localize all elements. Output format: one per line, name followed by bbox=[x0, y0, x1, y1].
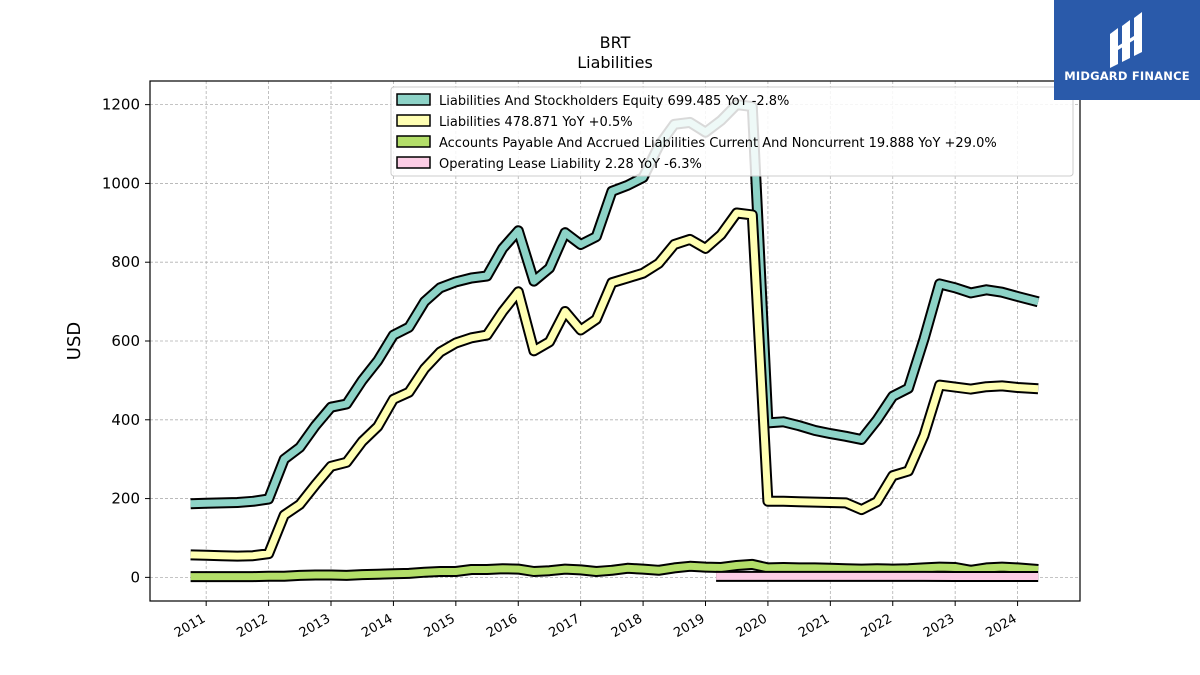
x-tick-label: 2021 bbox=[796, 611, 832, 641]
x-tick-label: 2014 bbox=[359, 611, 395, 641]
legend-swatch bbox=[396, 93, 431, 106]
y-tick-label: 0 bbox=[130, 568, 140, 586]
y-tick-label: 800 bbox=[111, 253, 140, 271]
series-0 bbox=[190, 99, 1040, 510]
y-axis: 0 200 400 600 800 1000 1200 bbox=[102, 96, 150, 586]
y-tick-label: 200 bbox=[111, 490, 140, 508]
x-axis: 2011 2012 2013 2014 2015 2016 2017 2018 2019 2020… bbox=[172, 601, 1020, 641]
x-tick-label: 2013 bbox=[297, 611, 333, 641]
legend-entry: Liabilities And Stockholders Equity 699.… bbox=[439, 94, 789, 109]
legend-entry: Liabilities 478.871 YoY +0.5% bbox=[439, 115, 633, 130]
y-tick-label: 600 bbox=[111, 332, 140, 350]
series-lines bbox=[190, 99, 1040, 583]
legend-swatch bbox=[396, 114, 431, 127]
logo-text: MIDGARD FINANCE bbox=[1064, 69, 1190, 83]
series-line bbox=[190, 209, 1039, 560]
x-tick-label: 2019 bbox=[671, 611, 707, 641]
y-tick-label: 1200 bbox=[102, 96, 140, 114]
legend: Liabilities And Stockholders Equity 699.… bbox=[390, 86, 1074, 177]
chart-subtitle: Liabilities bbox=[577, 53, 653, 72]
brand-logo: MIDGARD FINANCE bbox=[1054, 0, 1200, 100]
x-tick-label: 2012 bbox=[234, 611, 270, 641]
legend-entry: Operating Lease Liability 2.28 YoY -6.3% bbox=[439, 157, 702, 172]
series-line bbox=[190, 560, 1039, 581]
x-tick-label: 2018 bbox=[609, 611, 645, 641]
legend-entry: Accounts Payable And Accrued Liabilities… bbox=[439, 136, 997, 151]
legend-box bbox=[390, 86, 1074, 177]
x-tick-label: 2015 bbox=[422, 611, 458, 641]
chart-title: BRT bbox=[600, 33, 631, 52]
legend-swatch bbox=[396, 135, 431, 148]
x-tick-label: 2016 bbox=[484, 611, 520, 641]
y-tick-label: 1000 bbox=[102, 174, 140, 192]
x-tick-label: 2023 bbox=[921, 611, 957, 641]
series-2 bbox=[190, 558, 1039, 583]
y-tick-label: 400 bbox=[111, 411, 140, 429]
x-tick-label: 2011 bbox=[172, 611, 208, 641]
y-axis-label: USD bbox=[64, 322, 85, 360]
x-tick-label: 2017 bbox=[547, 611, 583, 641]
series-1 bbox=[190, 207, 1039, 562]
x-tick-label: 2022 bbox=[859, 611, 895, 641]
x-tick-label: 2020 bbox=[734, 611, 770, 641]
series-line bbox=[190, 101, 1040, 508]
x-tick-label: 2024 bbox=[983, 611, 1019, 641]
midgard-logo-icon bbox=[1110, 12, 1142, 68]
legend-swatch bbox=[396, 156, 431, 169]
